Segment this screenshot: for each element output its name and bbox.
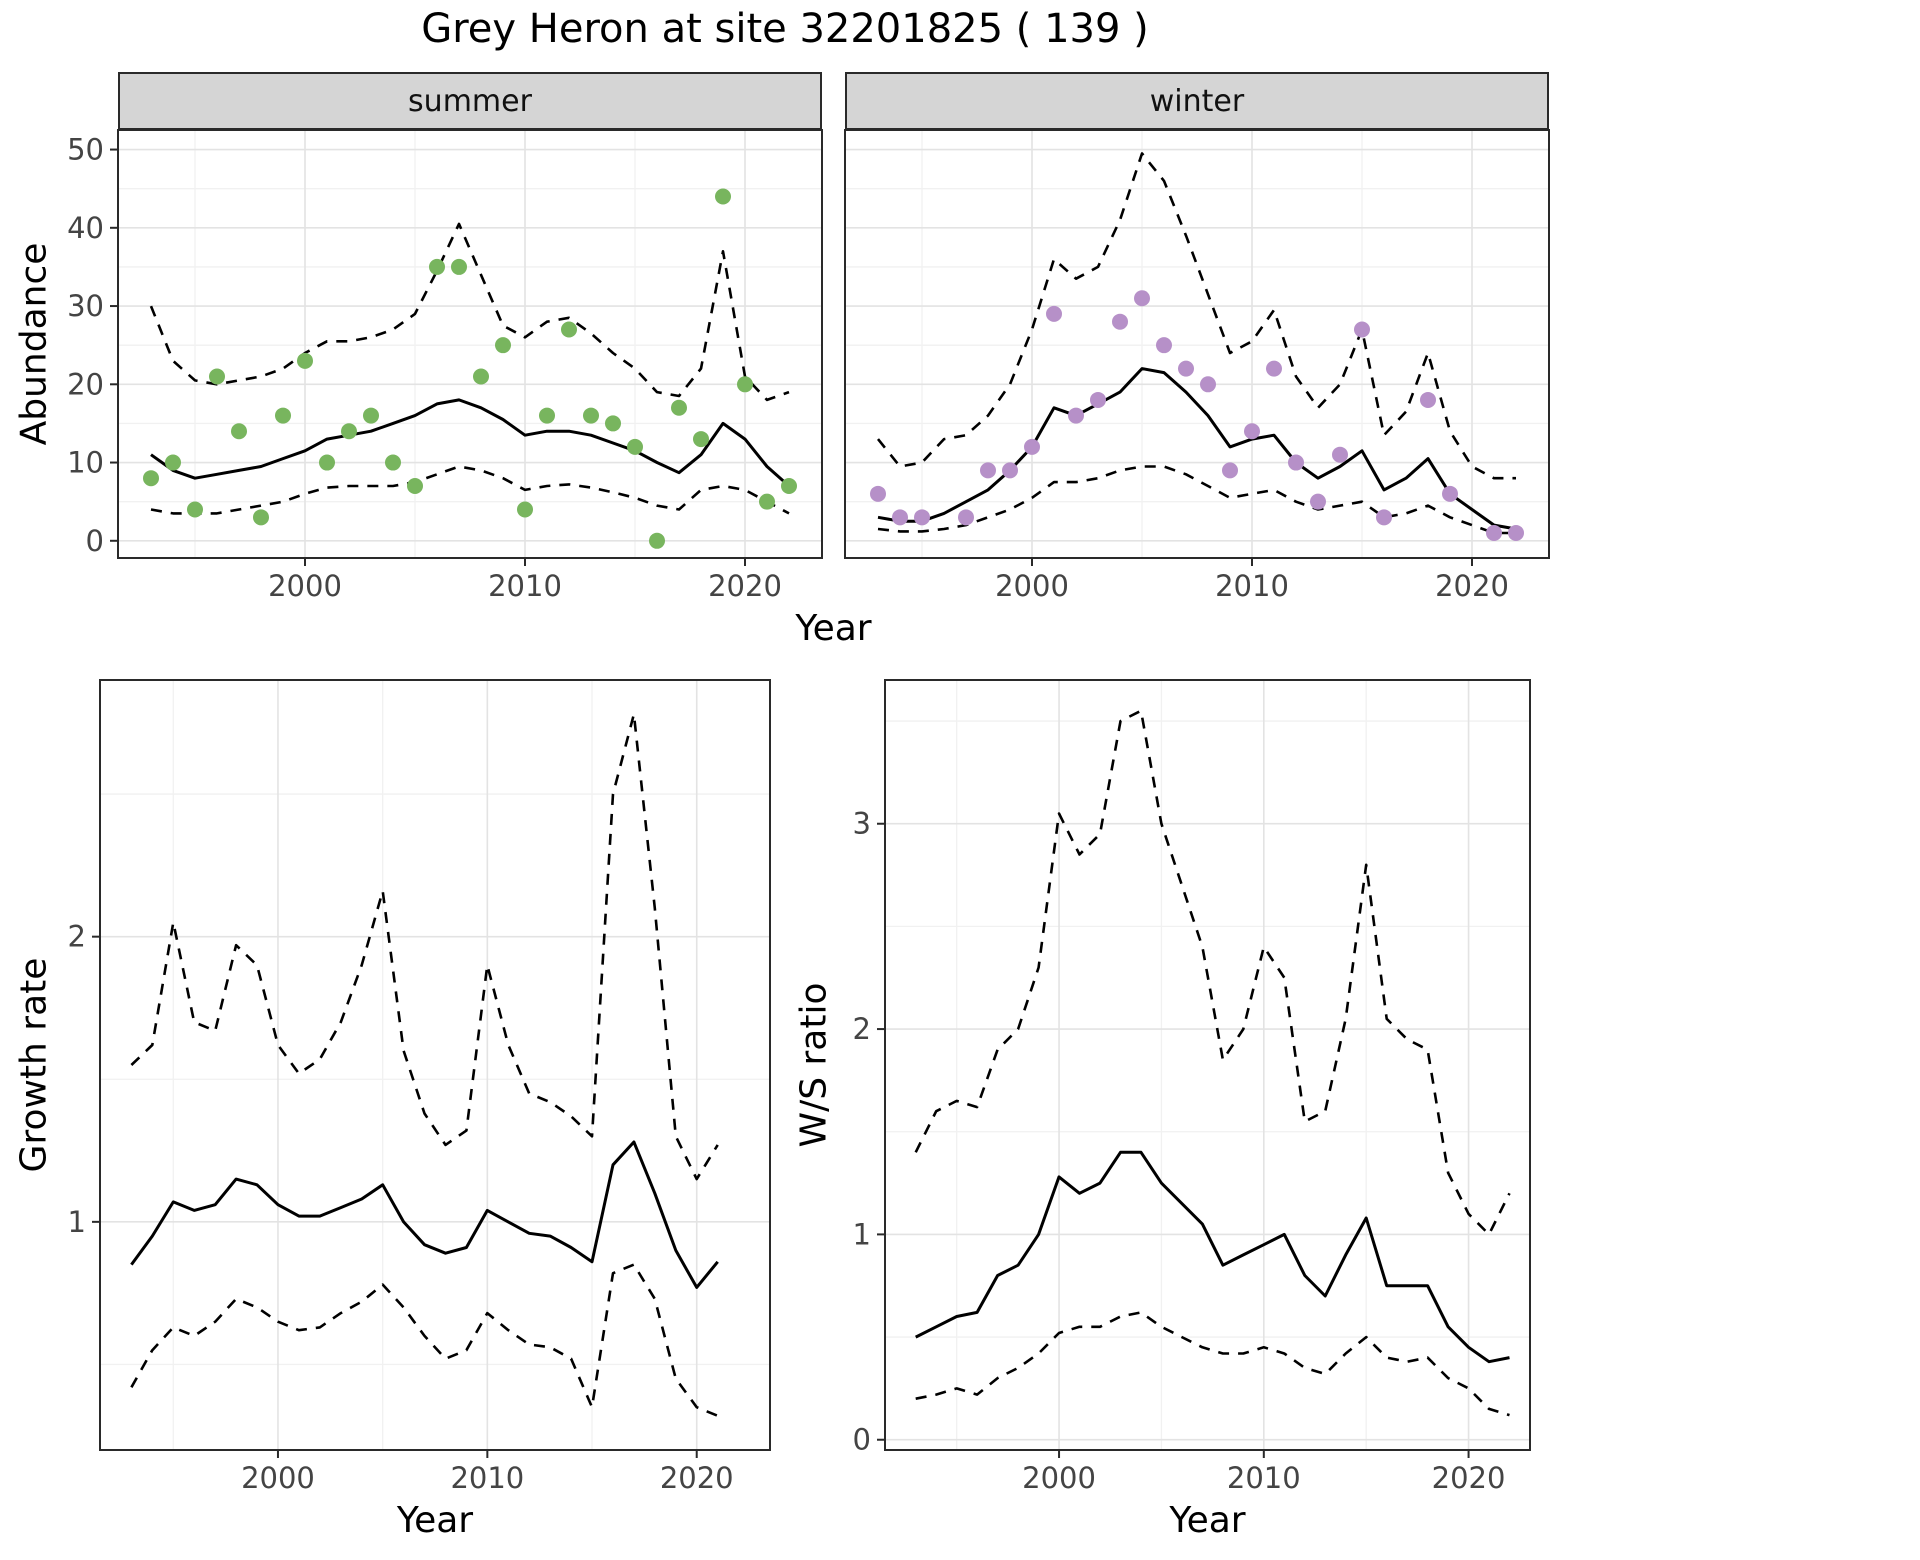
facet-strip-summer: summer xyxy=(118,72,822,130)
svg-text:2000: 2000 xyxy=(995,569,1069,603)
top-year-axis-label: Year xyxy=(795,608,872,649)
svg-text:2010: 2010 xyxy=(1215,569,1289,603)
svg-text:2010: 2010 xyxy=(1227,1461,1301,1495)
facet-strip-winter: winter xyxy=(845,72,1549,130)
ws-year-axis-label: Year xyxy=(1169,1500,1246,1541)
summer-abundance-chart: 2000 2010 2020 0 10 20 30 40 50 xyxy=(58,129,823,608)
svg-text:40: 40 xyxy=(67,211,104,245)
facet-strip-winter-label: winter xyxy=(1149,83,1245,119)
growth-rate-chart: 2000 2010 2020 1 2 xyxy=(40,679,771,1505)
svg-text:2: 2 xyxy=(68,920,86,954)
svg-text:0: 0 xyxy=(86,524,104,558)
facet-strip-summer-label: summer xyxy=(408,83,532,119)
abundance-axis-label: Abundance xyxy=(13,242,55,446)
svg-text:2000: 2000 xyxy=(1022,1461,1096,1495)
svg-text:2010: 2010 xyxy=(450,1461,524,1495)
growth-year-axis-label: Year xyxy=(396,1500,474,1541)
svg-text:3: 3 xyxy=(853,807,871,841)
svg-text:2010: 2010 xyxy=(488,569,562,603)
svg-text:2: 2 xyxy=(853,1012,871,1046)
winter-abundance-chart: 2000 2010 2020 xyxy=(844,129,1550,608)
svg-text:2020: 2020 xyxy=(1432,1461,1506,1495)
svg-text:1: 1 xyxy=(68,1205,86,1239)
svg-text:2020: 2020 xyxy=(708,569,782,603)
ws-ratio-chart: 2000 2010 2020 0 1 2 3 xyxy=(825,679,1531,1505)
svg-text:10: 10 xyxy=(67,446,104,480)
svg-text:2000: 2000 xyxy=(241,1461,315,1495)
svg-text:30: 30 xyxy=(67,289,104,323)
svg-text:50: 50 xyxy=(67,133,104,167)
svg-text:20: 20 xyxy=(67,367,104,401)
svg-text:2020: 2020 xyxy=(1435,569,1509,603)
svg-text:1: 1 xyxy=(853,1217,871,1251)
svg-text:2020: 2020 xyxy=(660,1461,734,1495)
svg-text:0: 0 xyxy=(853,1423,871,1457)
svg-text:2000: 2000 xyxy=(268,569,342,603)
figure-title: Grey Heron at site 32201825 ( 139 ) xyxy=(421,6,1149,52)
